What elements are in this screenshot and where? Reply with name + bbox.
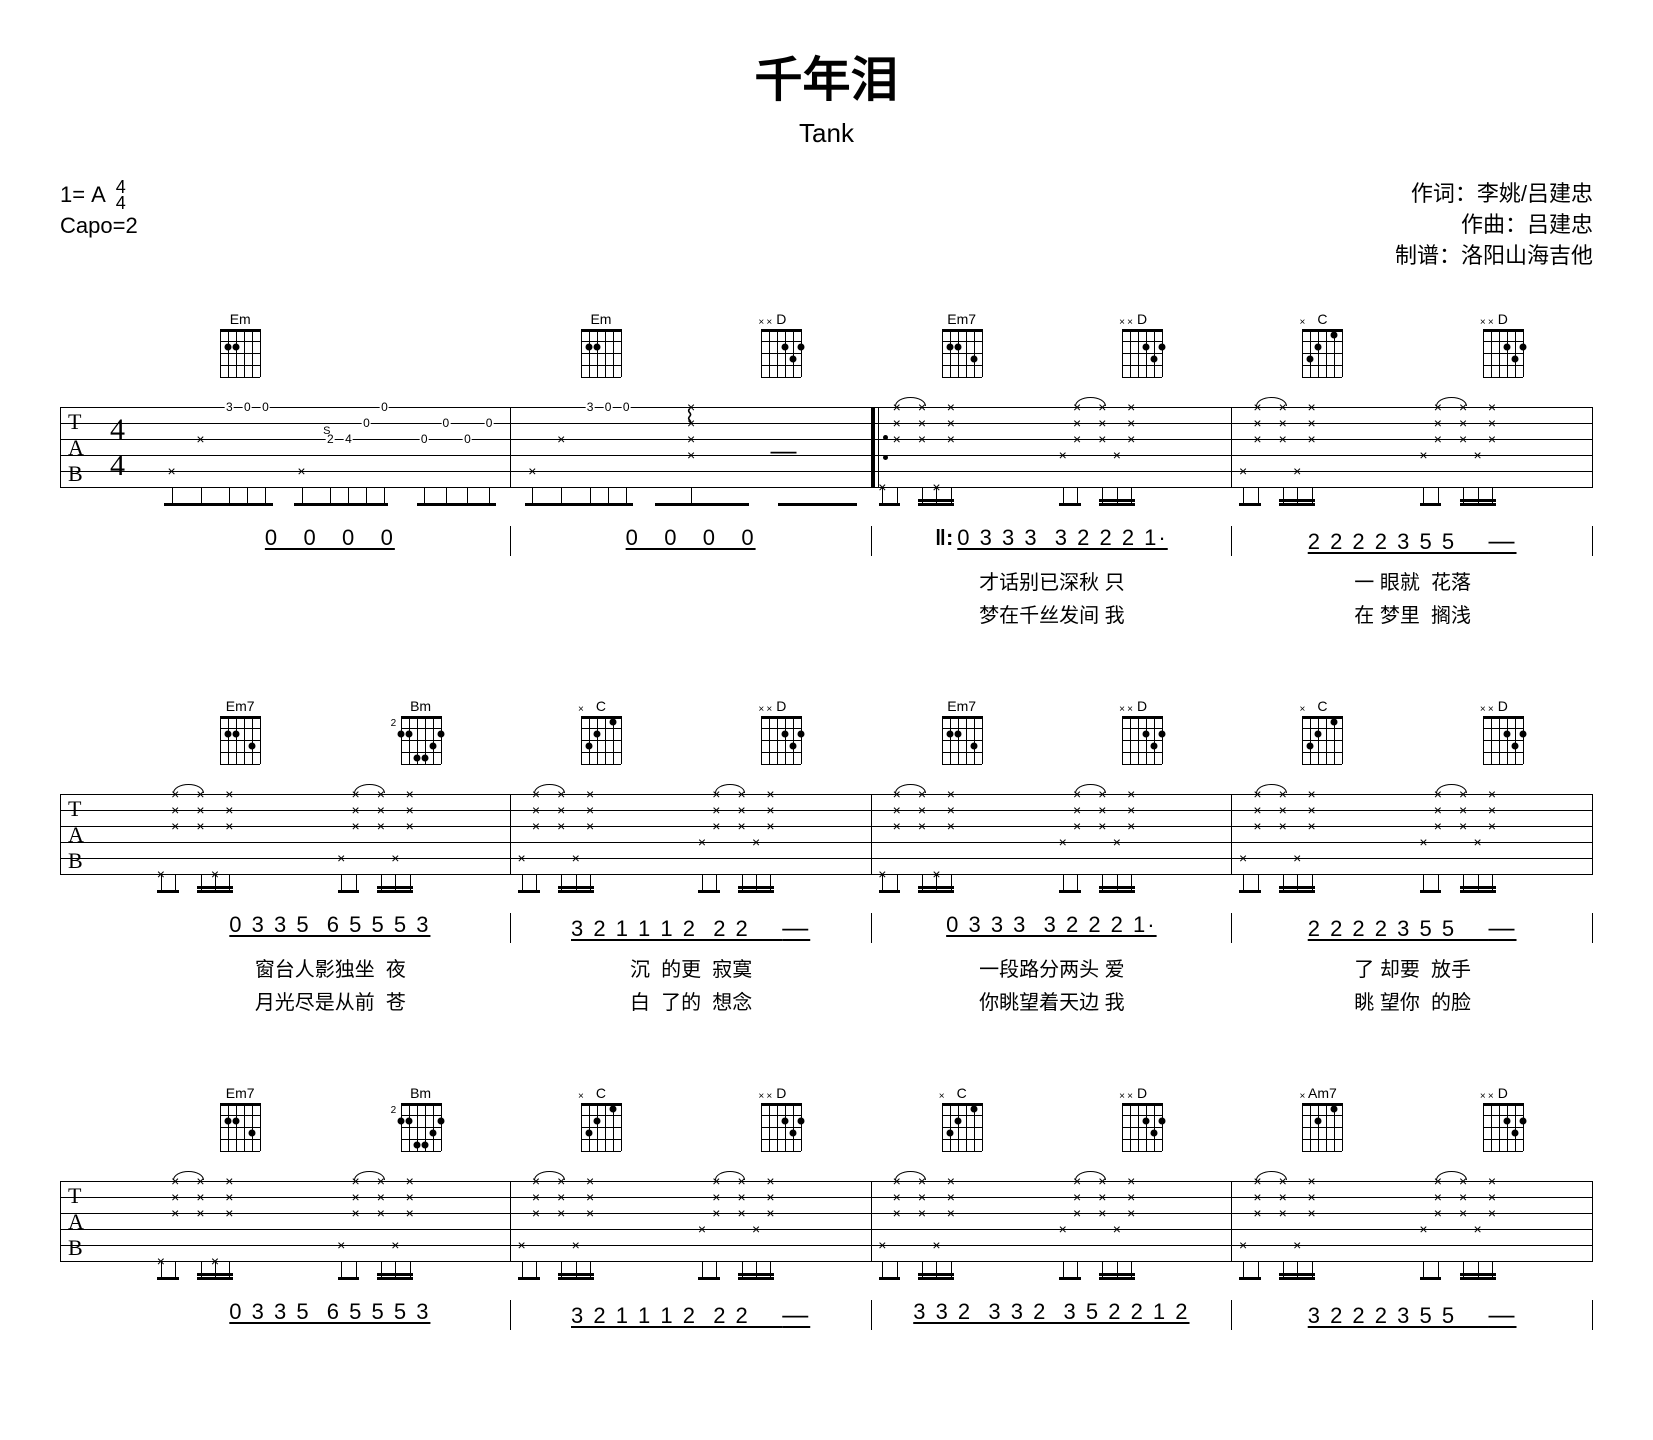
number-notation: ‖:0 3 3 3 3 2 2 2 1· [872,525,1232,556]
chord-diagram-d: D ×× [1483,698,1523,764]
number-notation: 0 3 3 5 6 5 5 5 3 [150,1299,510,1330]
capo-label: Capo=2 [60,211,138,242]
chord-diagram-d: D ×× [761,1085,801,1151]
chord-diagram-em: Em [581,311,621,377]
tab-measure: ×××××××××××××××××××××× [872,794,1233,874]
lyric-line [150,599,511,628]
chord-diagram-d: D ×× [1122,698,1162,764]
chord-diagram-c: C × [1302,311,1342,377]
chord-diagram-c: C × [942,1085,982,1151]
tab-measure: ×××××××××××××××××××××× [150,794,511,874]
chord-diagram-bm: Bm 2 [401,698,441,764]
lyric-line: 梦在千丝发间 我 [872,599,1233,628]
lyricist-credit: 作词：李姚/吕建忠 [1395,179,1593,210]
chord-diagram-em7: Em7 [942,698,982,764]
lyric-line: 一段路分两头 爱 [872,953,1233,982]
chord-diagram-em: Em [220,311,260,377]
composer-credit: 作曲：吕建忠 [1395,210,1593,241]
number-notation: 3 2 1 1 1 2 2 2 — [511,1299,871,1330]
tab-measure: ×××××××××××××××××××××× [872,1181,1233,1261]
number-notation: 3 3 2 3 3 2 3 5 2 2 1 2 [872,1299,1232,1330]
lyric-line: 沉 的更 寂寞 [511,953,872,982]
lyric-line: 在 梦里 搁浅 [1232,599,1593,628]
chord-diagram-am7: Am7 × [1302,1085,1342,1151]
chord-diagram-d: D ×× [1483,1085,1523,1151]
key-prefix: 1= [60,180,85,211]
chord-diagram-bm: Bm 2 [401,1085,441,1151]
tab-measure: ×××××××××××××××××××××× [511,1181,872,1261]
chord-diagram-c: C × [581,1085,621,1151]
system-row: Em Em D ×× Em7 D ×× C × D ×× TAB44××300×… [60,311,1593,628]
chord-diagram-d: D ×× [1122,311,1162,377]
tab-measure: ×××××××××××××××××××××× [150,1181,511,1261]
lyric-line: 才话别已深秋 只 [872,566,1233,595]
chord-diagram-d: D ×× [1122,1085,1162,1151]
chord-diagram-em7: Em7 [220,698,260,764]
number-notation: 0 3 3 3 3 2 2 2 1· [872,912,1232,943]
lyric-line [511,599,872,628]
transcriber-credit: 制谱：洛阳山海吉他 [1395,241,1593,272]
chord-diagram-em7: Em7 [942,311,982,377]
tab-measure: ×××××××××××××××××××××× [872,407,1233,487]
chord-diagram-c: C × [581,698,621,764]
lyric-line: 眺 望你 的脸 [1232,986,1593,1015]
chord-diagram-d: D ×× [761,311,801,377]
lyric-line: 月光尽是从前 苍 [150,986,511,1015]
lyric-line [511,566,872,595]
chord-diagram-d: D ×× [1483,311,1523,377]
lyric-line: 窗台人影独坐 夜 [150,953,511,982]
header-metadata: 1= A 4 4 Capo=2 作词：李姚/吕建忠 作曲：吕建忠 制谱：洛阳山海… [60,179,1593,271]
time-bottom: 4 [116,195,126,211]
system-row: Em7 Bm 2 C × D ×× Em7 D ×× C × D ×× TAB×… [60,698,1593,1015]
lyric-line [150,566,511,595]
number-notation: 3 2 2 2 3 5 5 — [1232,1299,1592,1330]
lyric-line: 白 了的 想念 [511,986,872,1015]
lyric-line: 你眺望着天边 我 [872,986,1233,1015]
tab-measure: ××300××××⌇— [511,407,872,487]
tab-measure: ×××××××××××××××××××××× [1232,407,1593,487]
tab-measure: ×××××××××××××××××××××× [1232,1181,1593,1261]
number-notation: 0 0 0 0 [511,525,871,556]
number-notation: 0 0 0 0 [150,525,510,556]
chord-diagram-d: D ×× [761,698,801,764]
number-notation: 2 2 2 2 3 5 5 — [1232,525,1592,556]
number-notation: 2 2 2 2 3 5 5 — [1232,912,1592,943]
chord-diagram-c: C × [1302,698,1342,764]
number-notation: 0 3 3 5 6 5 5 5 3 [150,912,510,943]
number-notation: 3 2 1 1 1 2 2 2 — [511,912,871,943]
system-row: Em7 Bm 2 C × D ×× C × D ×× Am7 × D ×× TA… [60,1085,1593,1330]
chord-diagram-em7: Em7 [220,1085,260,1151]
song-title: 千年泪 [60,40,1593,110]
key-value: A [91,180,106,211]
tab-measure: ××300×2S4000000 [150,407,511,487]
lyric-line: 了 却要 放手 [1232,953,1593,982]
tab-measure: ×××××××××××××××××××××× [511,794,872,874]
tab-measure: ×××××××××××××××××××××× [1232,794,1593,874]
lyric-line: 一 眼就 花落 [1232,566,1593,595]
artist-name: Tank [60,118,1593,149]
